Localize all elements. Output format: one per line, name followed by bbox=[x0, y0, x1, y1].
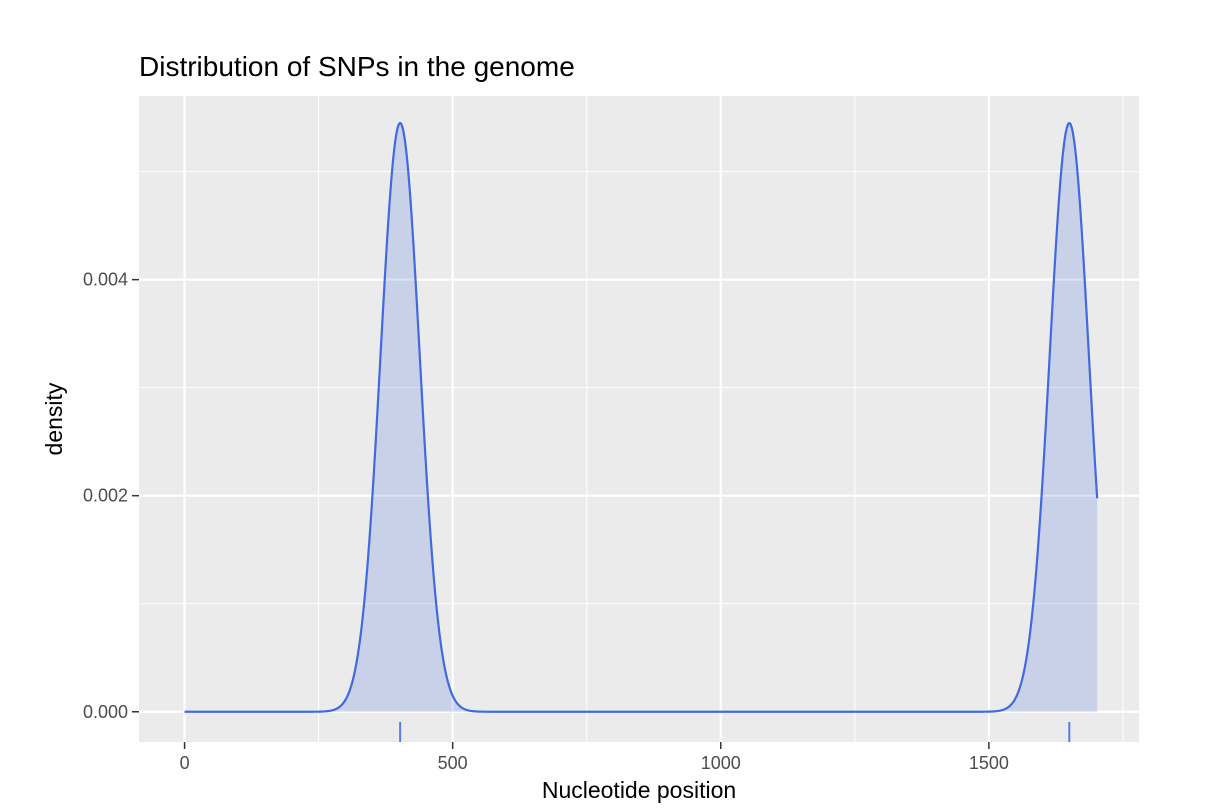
x-tick-label: 1500 bbox=[969, 753, 1009, 773]
density-area bbox=[184, 123, 1098, 712]
rug-layer bbox=[399, 722, 1071, 742]
x-axis: 0 500 1000 1500 bbox=[180, 742, 1009, 773]
density-line bbox=[184, 122, 1099, 713]
y-tick-label: 0.004 bbox=[83, 270, 128, 290]
x-axis-title: Nucleotide position bbox=[542, 777, 736, 803]
y-tick-label: 0.002 bbox=[83, 486, 128, 506]
plot-panel bbox=[139, 96, 1139, 742]
chart-title: Distribution of SNPs in the genome bbox=[139, 51, 575, 82]
minor-gridlines bbox=[139, 96, 1139, 742]
y-tick-label: 0.000 bbox=[83, 702, 128, 722]
y-axis-title: density bbox=[41, 382, 67, 455]
y-axis: 0.000 0.002 0.004 bbox=[83, 270, 139, 722]
x-tick-label: 500 bbox=[438, 753, 468, 773]
density-layer bbox=[184, 122, 1099, 713]
x-tick-label: 0 bbox=[180, 753, 190, 773]
x-tick-label: 1000 bbox=[701, 753, 741, 773]
